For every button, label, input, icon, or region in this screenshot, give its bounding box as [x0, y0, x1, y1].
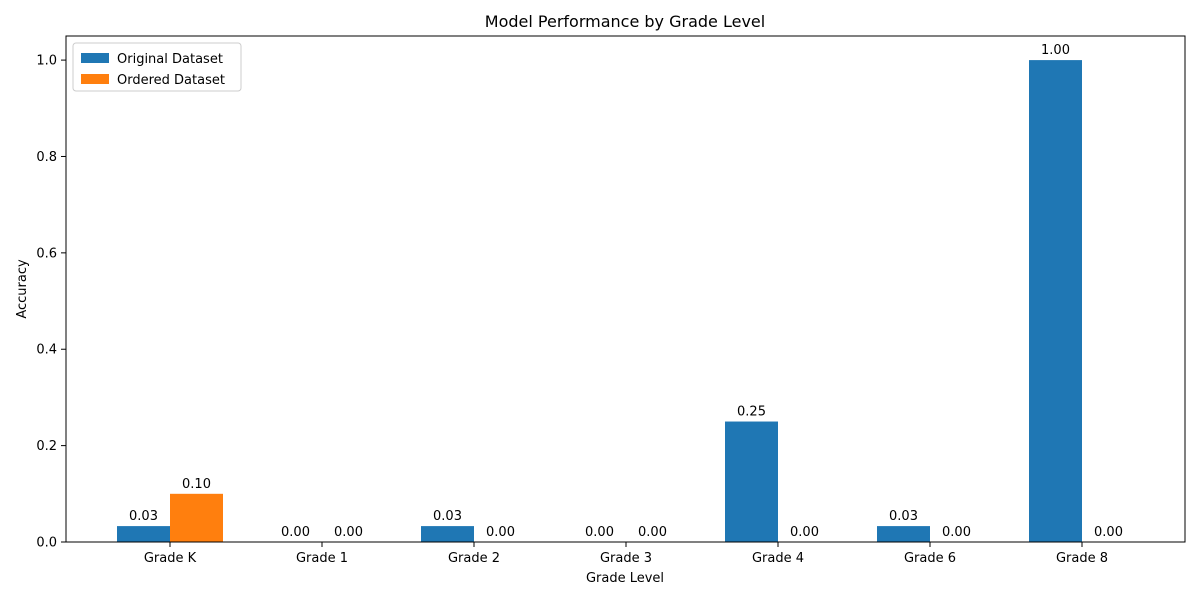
bar [170, 493, 223, 542]
legend-label: Original Dataset [117, 52, 223, 67]
x-tick-label: Grade 3 [600, 551, 652, 566]
legend-swatch [81, 74, 109, 84]
bar [877, 526, 930, 542]
x-tick-label: Grade 2 [448, 551, 500, 566]
data-label: 0.10 [182, 477, 211, 492]
y-tick-label: 0.0 [36, 536, 57, 551]
y-tick-label: 0.4 [36, 343, 57, 358]
legend-box [72, 42, 242, 92]
data-label: 0.00 [281, 525, 310, 540]
data-label: 0.03 [889, 509, 918, 524]
data-label: 0.00 [334, 525, 363, 540]
chart-title: Model Performance by Grade Level [485, 12, 765, 31]
x-tick-label: Grade 6 [904, 551, 956, 566]
legend: Original Dataset Ordered Dataset [72, 42, 242, 92]
data-label: 0.00 [790, 525, 819, 540]
data-label: 0.00 [942, 525, 971, 540]
y-axis-label: Accuracy [15, 259, 30, 319]
legend-label: Ordered Dataset [117, 73, 225, 88]
x-tick-label: Grade 1 [296, 551, 348, 566]
x-tick-label: Grade K [144, 551, 197, 566]
x-tick-label: Grade 4 [752, 551, 804, 566]
x-axis-label: Grade Level [586, 571, 664, 586]
data-label: 0.00 [486, 525, 515, 540]
y-tick-label: 1.0 [36, 54, 57, 69]
data-label: 1.00 [1041, 43, 1070, 58]
data-label: 0.03 [433, 509, 462, 524]
y-tick-label: 0.8 [36, 150, 57, 165]
plot-area: 0.030.000.030.000.250.031.000.100.00 0.00… [36, 35, 1186, 566]
y-tick-label: 0.2 [36, 439, 57, 454]
bar [725, 421, 778, 542]
legend-swatch [81, 53, 109, 63]
bar [1029, 60, 1082, 542]
bars-group: 0.03 0.00 0.03 0.00 0.25 0.03 1.00 0.10 0.00 0.00… [117, 43, 1123, 542]
data-label: 0.00 [585, 525, 614, 540]
x-tick-label: Grade 8 [1056, 551, 1108, 566]
data-label: 0.03 [129, 509, 158, 524]
data-label: 0.00 [638, 525, 667, 540]
data-label: 0.25 [737, 405, 766, 420]
data-label: 0.00 [1094, 525, 1123, 540]
bar [117, 526, 170, 542]
bar [421, 526, 474, 542]
y-tick-label: 0.6 [36, 246, 57, 261]
